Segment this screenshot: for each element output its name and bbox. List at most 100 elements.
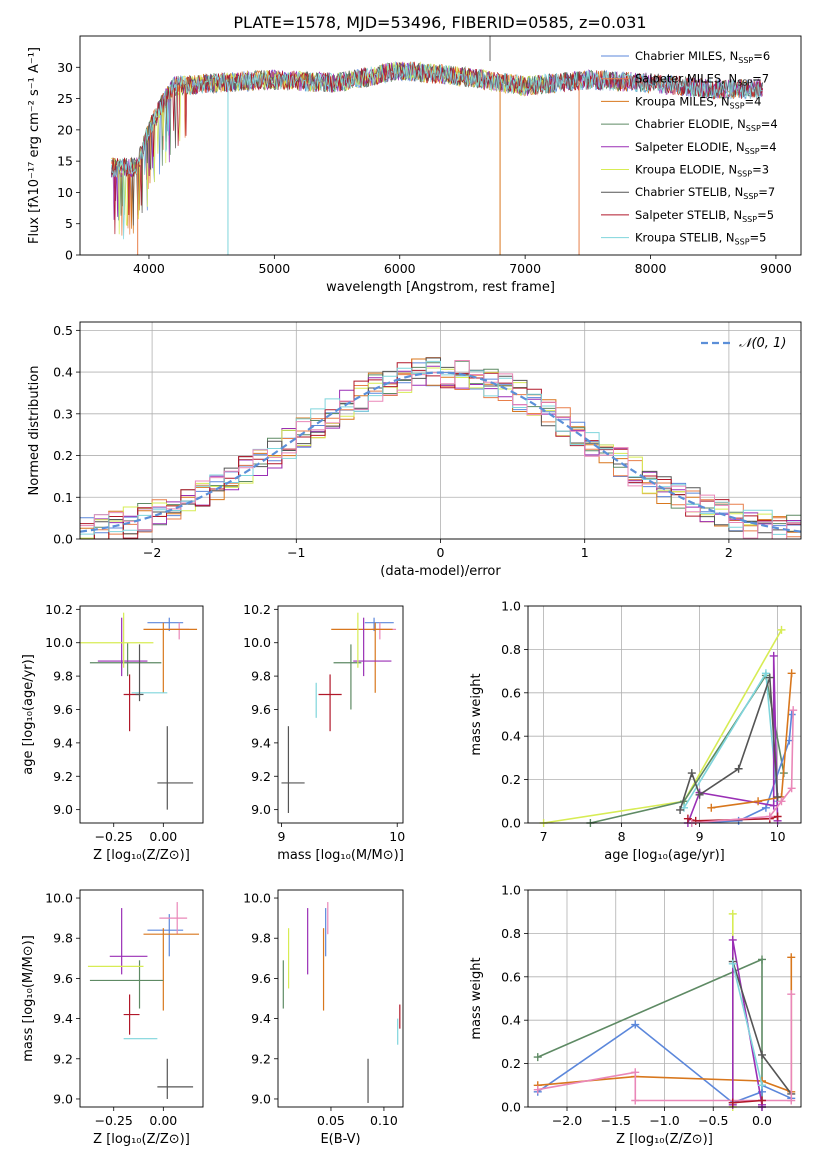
y-tick-label: 25: [57, 91, 73, 106]
legend-count: =4: [760, 140, 777, 154]
y-axis-label: mass weight: [469, 957, 484, 1039]
data-point: [728, 935, 737, 944]
chart-residuals: −2 −1 0 1 2 0.0 0.1 0.2 0.3 0.4 0.5 (data-model)/er…: [27, 321, 802, 579]
y-tick-label: 0.4: [501, 729, 521, 744]
spectrum-kroupa-stelib: [110, 61, 763, 240]
y-tick-label: 9.0: [53, 802, 73, 817]
data-point: [683, 814, 692, 823]
legend-entry: Salpeter ELODIE, NSSP=4: [635, 140, 777, 156]
data-point: [758, 1081, 766, 1090]
legend-subscript: SSP: [730, 101, 745, 110]
y-tick-label: 0.2: [501, 1056, 521, 1071]
legend-entry: Chabrier ELODIE, NSSP=4: [635, 117, 778, 133]
data-point: [695, 790, 704, 799]
y-axis-label: age [log₁₀(age/yr)]: [21, 654, 36, 775]
x-tick-label: −1.5: [601, 1113, 631, 1128]
y-tick-label: 0.5: [53, 323, 73, 338]
y-tick-label: 0.8: [501, 926, 521, 941]
y-tick-label: 0.0: [501, 1100, 521, 1115]
y-tick-label: 9.8: [53, 669, 73, 684]
y-tick-label: 0.0: [501, 816, 521, 831]
axes-frame: [79, 605, 204, 824]
y-tick-label: 20: [57, 122, 73, 137]
x-axis-label: mass [log₁₀(M/M⊙)]: [277, 848, 404, 863]
x-tick-label: 0.10: [370, 1113, 398, 1128]
x-tick-label: 1: [581, 545, 589, 560]
data-point: [787, 1096, 796, 1105]
data-point: [787, 669, 796, 678]
data-point: [765, 673, 774, 682]
legend-entry: 𝒩(0, 1): [739, 336, 786, 351]
x-tick-label: −0.5: [698, 1113, 728, 1128]
data-point: [787, 953, 796, 962]
y-tick-label: 0: [65, 248, 73, 263]
y-tick-label: 9.6: [53, 702, 73, 717]
x-tick-label: 8: [618, 829, 626, 844]
legend-count: =5: [757, 208, 774, 222]
x-axis-label: Z [log₁₀(Z/Z⊙)]: [93, 848, 190, 863]
legend-entry: Salpeter STELIB, NSSP=5: [635, 208, 774, 224]
y-tick-label: 10.0: [243, 635, 271, 650]
y-tick-label: 10.2: [243, 602, 271, 617]
x-tick-label: −1: [287, 545, 305, 560]
data-point: [758, 955, 766, 964]
data-point: [728, 909, 737, 918]
y-tick-label: 0.3: [53, 406, 73, 421]
data-point: [728, 959, 737, 968]
series-line: [537, 958, 763, 1107]
legend-entry: Chabrier STELIB, NSSP=7: [635, 185, 775, 201]
y-tick-label: 9.0: [251, 1091, 271, 1106]
y-tick-label: 0.4: [53, 365, 73, 380]
x-tick-label: 7000: [509, 261, 541, 276]
x-tick-label: 6000: [384, 261, 416, 276]
y-tick-label: 0.2: [501, 772, 521, 787]
y-tick-label: 0.1: [53, 490, 73, 505]
data-point: [631, 1068, 640, 1077]
y-axis-label: mass weight: [469, 673, 484, 755]
data-point: [758, 1050, 766, 1059]
chart-age_vs_Z: −0.25 0.00 9.0 9.2 9.4 9.6 9.8 10.0 10.2 Z [log₁₀…: [21, 602, 204, 863]
y-tick-label: 9.4: [53, 735, 73, 750]
y-tick-label: 0.4: [501, 1013, 521, 1028]
x-tick-label: 0.00: [149, 829, 177, 844]
x-axis-label: E(B-V): [320, 1132, 360, 1147]
data-point: [787, 990, 796, 999]
axes-frame: [277, 889, 404, 1108]
legend-count: =4: [761, 117, 778, 131]
x-tick-label: 8000: [635, 261, 667, 276]
y-axis-label: Normed distribution: [27, 366, 42, 496]
y-tick-label: 1.0: [501, 883, 521, 898]
legend-subscript: SSP: [737, 170, 752, 179]
legend-entry: Kroupa STELIB, NSSP=5: [635, 231, 766, 247]
y-tick-label: 10.0: [243, 891, 271, 906]
y-tick-label: 9.4: [251, 735, 271, 750]
data-point: [631, 1020, 640, 1029]
y-tick-label: 30: [57, 60, 73, 75]
x-tick-label: 4000: [133, 261, 165, 276]
x-tick-label: 0.0: [752, 1113, 772, 1128]
data-point: [777, 625, 786, 634]
x-tick-label: 0.05: [317, 1113, 345, 1128]
x-tick-label: 9: [696, 829, 704, 844]
y-tick-label: 9.2: [53, 769, 73, 784]
data-point: [728, 1098, 737, 1107]
data-point: [761, 803, 770, 812]
data-point: [761, 669, 770, 678]
y-tick-label: 9.2: [53, 1051, 73, 1066]
x-tick-label: 7: [540, 829, 548, 844]
y-tick-label: 0.6: [501, 685, 521, 700]
y-tick-label: 5: [65, 216, 73, 231]
x-tick-label: −2.0: [552, 1113, 582, 1128]
y-tick-label: 0.6: [501, 969, 521, 984]
x-axis-label: (data-model)/error: [380, 564, 501, 579]
legend-subscript: SSP: [742, 215, 757, 224]
x-tick-label: 10: [389, 829, 405, 844]
x-tick-label: 10: [770, 829, 786, 844]
data-point: [758, 1096, 766, 1105]
data-point: [769, 651, 778, 660]
axes-frame: [79, 321, 802, 540]
x-tick-label: 5000: [258, 261, 290, 276]
x-tick-label: −2: [143, 545, 161, 560]
data-point: [787, 784, 796, 793]
legend-subscript: SSP: [735, 238, 750, 247]
